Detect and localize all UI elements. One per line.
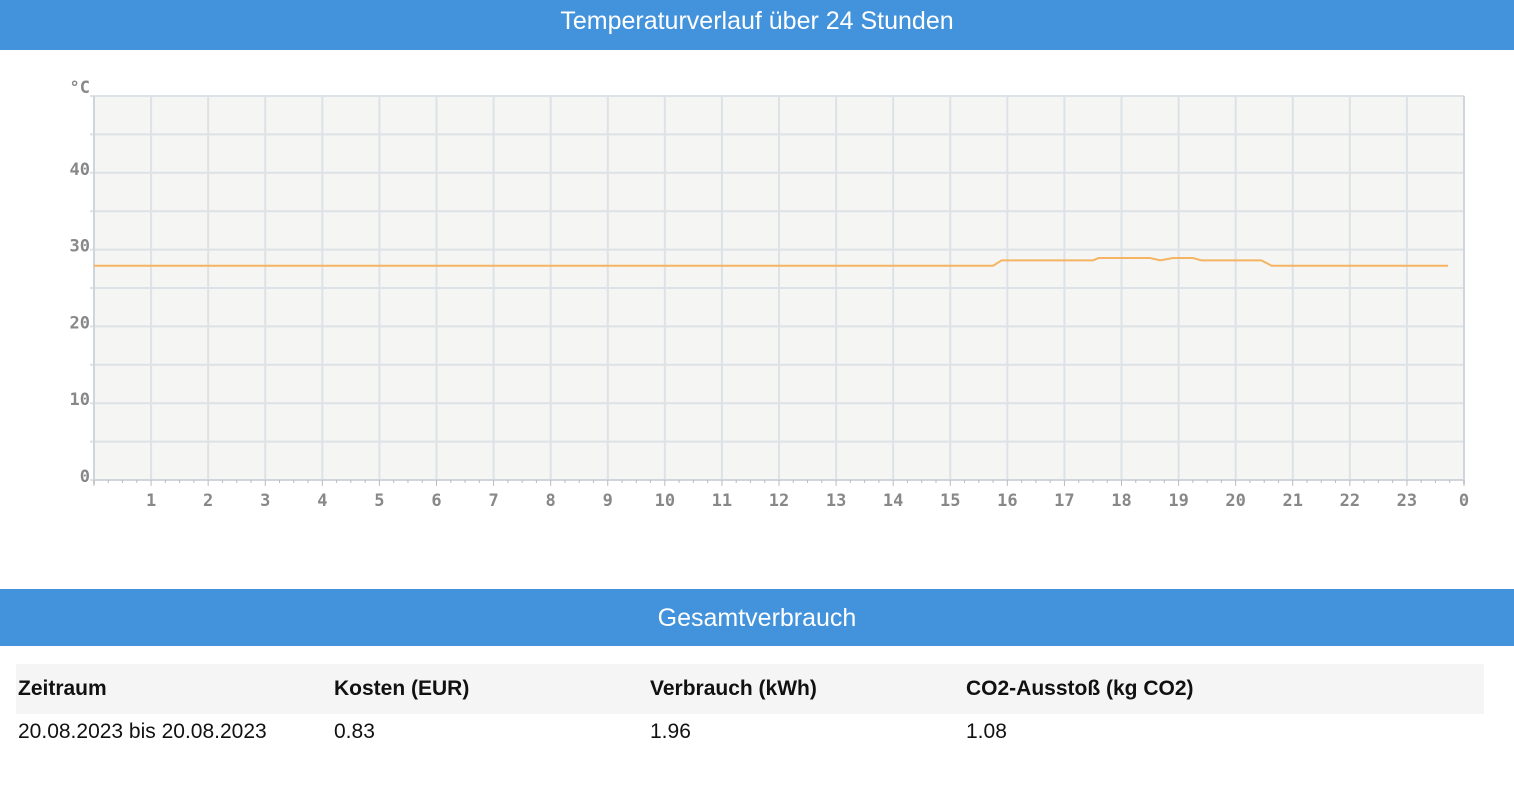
x-tick-label: 12 <box>769 491 789 511</box>
x-tick-label: 7 <box>488 491 498 511</box>
header-cost: Kosten (EUR) <box>332 664 648 714</box>
x-tick-label: 14 <box>883 491 903 511</box>
x-tick-label: 18 <box>1111 491 1131 511</box>
x-tick-label: 22 <box>1340 491 1360 511</box>
x-tick-label: 10 <box>655 491 675 511</box>
x-tick-label: 16 <box>997 491 1017 511</box>
x-tick-label: 19 <box>1168 491 1188 511</box>
header-period: Zeitraum <box>16 664 332 714</box>
y-tick-label: 10 <box>70 390 90 410</box>
x-tick-label: 0 <box>1459 491 1469 511</box>
x-tick-label: 23 <box>1397 491 1417 511</box>
header-co2: CO2-Ausstoß (kg CO2) <box>964 664 1484 714</box>
cell-period: 20.08.2023 bis 20.08.2023 <box>18 720 267 743</box>
x-tick-label: 8 <box>546 491 556 511</box>
y-axis-unit: °C <box>70 78 90 98</box>
temperature-line <box>94 257 1449 267</box>
y-tick-label: 30 <box>70 237 90 257</box>
y-tick-label: 40 <box>70 160 90 180</box>
x-tick-label: 5 <box>374 491 384 511</box>
summary-table: Zeitraum Kosten (EUR) Verbrauch (kWh) CO… <box>16 664 1484 750</box>
x-tick-label: 11 <box>712 491 732 511</box>
x-tick-label: 1 <box>146 491 156 511</box>
summary-title: Gesamtverbrauch <box>657 604 857 632</box>
summary-header-row: Zeitraum Kosten (EUR) Verbrauch (kWh) CO… <box>16 664 1484 714</box>
x-tick-label: 15 <box>940 491 960 511</box>
chart-title: Temperaturverlauf über 24 Stunden <box>560 7 954 35</box>
x-tick-label: 3 <box>260 491 270 511</box>
x-tick-label: 2 <box>203 491 213 511</box>
cell-cost: 0.83 <box>334 720 375 743</box>
y-tick-label: 20 <box>70 313 90 333</box>
x-tick-label: 20 <box>1225 491 1245 511</box>
summary-row: 20.08.2023 bis 20.08.2023 0.83 1.96 1.08 <box>16 714 1484 750</box>
x-tick-label: 17 <box>1054 491 1074 511</box>
x-tick-label: 9 <box>603 491 613 511</box>
cell-consumption: 1.96 <box>650 720 691 743</box>
y-tick-label: 0 <box>80 467 90 487</box>
x-tick-label: 4 <box>317 491 327 511</box>
chart-title-bar: Temperaturverlauf über 24 Stunden <box>0 0 1514 50</box>
x-tick-label: 6 <box>431 491 441 511</box>
summary-title-bar: Gesamtverbrauch <box>0 589 1514 646</box>
header-consumption: Verbrauch (kWh) <box>648 664 964 714</box>
x-tick-label: 13 <box>826 491 846 511</box>
cell-co2: 1.08 <box>966 720 1007 743</box>
x-tick-label: 21 <box>1283 491 1303 511</box>
